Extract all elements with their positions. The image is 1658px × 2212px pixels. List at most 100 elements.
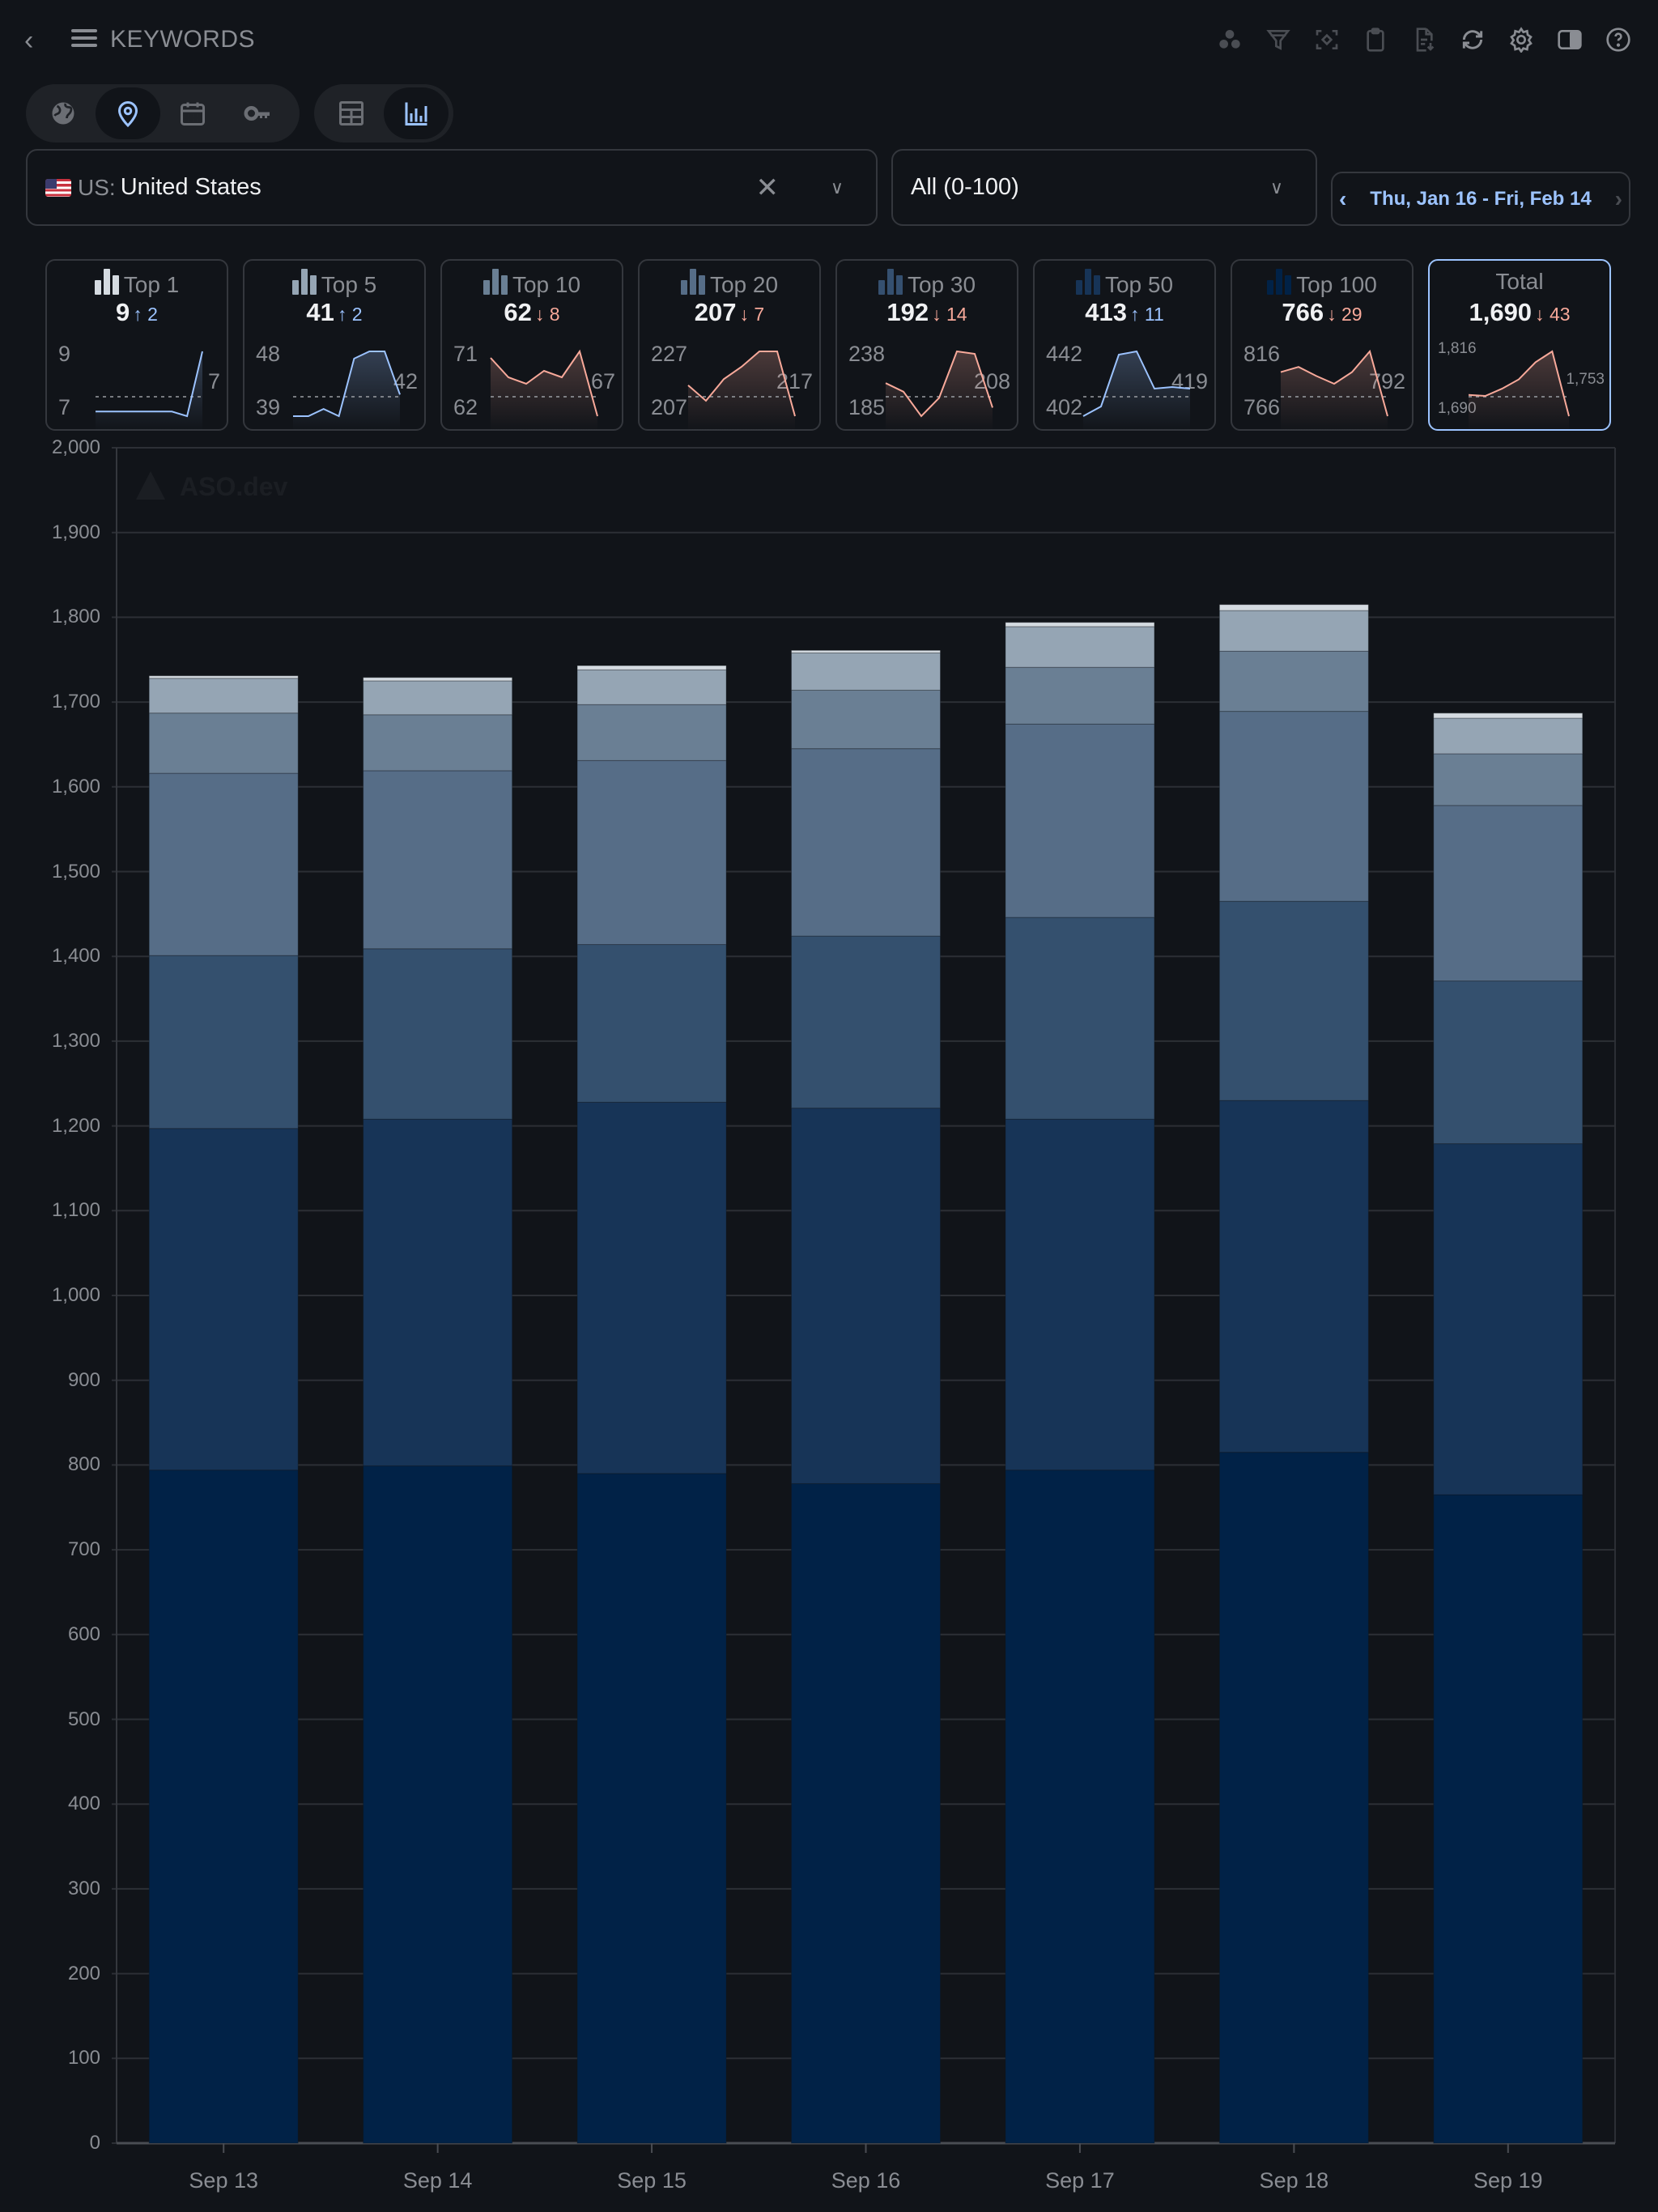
help-icon[interactable] (1603, 24, 1634, 55)
card-value: 9 (116, 298, 130, 326)
arrow-up-icon: ↑ (133, 304, 142, 325)
chevron-down-icon[interactable]: ∨ (1269, 177, 1283, 198)
arrow-down-icon: ↓ (1535, 304, 1545, 325)
card-top-100[interactable]: Top 100 766 ↓ 29 816 766 792 (1231, 259, 1414, 431)
refresh-icon[interactable] (1457, 24, 1488, 55)
y-axis-tick-label: 700 (67, 1538, 100, 1561)
page-title: KEYWORDS (110, 26, 256, 53)
rank-range-select[interactable]: All (0-100) ∨ (891, 149, 1317, 226)
bar-segment (1433, 1143, 1584, 1495)
bar-segment (363, 1118, 513, 1466)
bar-segment (148, 772, 299, 956)
bar-segment (363, 1465, 513, 2144)
table-icon[interactable] (319, 87, 384, 139)
chevron-down-icon[interactable]: ∨ (830, 177, 844, 198)
apps-icon[interactable] (1214, 24, 1245, 55)
bar-segment (791, 649, 941, 653)
sidebar-toggle-icon[interactable] (1554, 24, 1585, 55)
card-title: Total (1430, 269, 1609, 295)
bar-segment (363, 714, 513, 772)
bar-segment (1218, 650, 1369, 713)
bar-segment (576, 704, 727, 761)
menu-icon[interactable] (71, 29, 97, 50)
card-label: Top 1 (123, 272, 180, 297)
export-doc-icon[interactable] (1409, 24, 1439, 55)
bar-segment (1005, 666, 1155, 725)
sparkline (1280, 349, 1388, 431)
y-axis-tick-label: 1,100 (51, 1199, 100, 1222)
delta-value: 11 (1144, 304, 1164, 325)
location-pin-icon[interactable] (96, 87, 160, 139)
settings-icon[interactable] (1506, 24, 1537, 55)
bar-chart-icon[interactable] (384, 87, 449, 139)
next-range-icon[interactable]: › (1614, 185, 1622, 211)
card-top-50[interactable]: Top 50 413 ↑ 11 442 402 419 (1033, 259, 1216, 431)
card-label: Top 20 (709, 272, 779, 297)
bar-segment (1433, 1494, 1584, 2144)
previous-range-icon[interactable]: ‹ (1339, 185, 1347, 211)
spark-max-label: 48 (256, 342, 281, 366)
card-value: 62 (504, 298, 532, 326)
card-top-5[interactable]: Top 5 41 ↑ 2 48 39 42 (243, 259, 426, 431)
sparkline (293, 351, 401, 431)
bar-segment (791, 935, 941, 1109)
card-top-20[interactable]: Top 20 207 ↓ 7 227 207 217 (638, 259, 821, 431)
y-axis-tick-label: 1,200 (51, 1114, 100, 1137)
calendar-icon[interactable] (160, 87, 225, 139)
y-axis-tick-label: 1,700 (51, 691, 100, 713)
delta-value: 29 (1341, 304, 1363, 325)
card-label: Top 10 (512, 272, 581, 297)
globe-icon[interactable] (31, 87, 96, 139)
card-label: Top 100 (1296, 272, 1377, 297)
bar-segment (576, 665, 727, 670)
spark-max-label: 71 (453, 342, 478, 366)
card-value: 413 (1085, 298, 1127, 326)
bar-chart-icon (878, 269, 903, 295)
filter-icon[interactable] (1263, 24, 1294, 55)
spark-last-label: 67 (590, 369, 615, 393)
date-range-picker[interactable]: ‹ Thu, Jan 16 - Fri, Feb 14 › (1331, 172, 1630, 226)
card-top-10[interactable]: Top 10 62 ↓ 8 71 62 67 (440, 259, 623, 431)
y-axis-tick-label: 2,000 (51, 436, 100, 458)
card-delta: ↑ 2 (133, 304, 158, 325)
spark-max-label: 9 (58, 342, 71, 366)
card-delta: ↓ 14 (932, 304, 967, 325)
delta-value: 7 (754, 304, 765, 325)
bar-chart-icon (1075, 269, 1100, 295)
back-button[interactable]: ‹ (24, 25, 34, 56)
bar-segment (576, 669, 727, 705)
x-axis-tick-label: Sep 19 (1473, 2168, 1543, 2193)
card-top-1[interactable]: Top 1 9 ↑ 2 9 7 7 (45, 259, 228, 431)
bar-segment (791, 748, 941, 937)
bar-segment (363, 680, 513, 716)
bar-segment (148, 1470, 299, 2144)
y-axis-tick-label: 100 (67, 2047, 100, 2069)
country-name: United States (120, 174, 261, 200)
y-axis-tick-label: 1,600 (51, 775, 100, 798)
spark-min-label: 766 (1244, 395, 1281, 419)
clipboard-icon[interactable] (1360, 24, 1391, 55)
card-top-30[interactable]: Top 30 192 ↓ 14 238 185 208 (835, 259, 1018, 431)
bar-segment (1005, 622, 1155, 627)
clear-icon[interactable]: ✕ (755, 172, 780, 203)
bar-segment (1218, 610, 1369, 652)
y-axis-tick-label: 600 (67, 1623, 100, 1645)
card-title: Top 100 (1232, 269, 1412, 298)
country-select[interactable]: US: United States ✕ ∨ (26, 149, 878, 226)
card-label: Total (1495, 269, 1544, 294)
bar-chart-icon (291, 269, 317, 295)
x-axis-tick-label: Sep 13 (189, 2168, 258, 2193)
card-value: 766 (1282, 298, 1324, 326)
arrow-down-icon: ↓ (932, 304, 942, 325)
bar-segment (576, 1101, 727, 1474)
card-value-row: 413 ↑ 11 (1035, 298, 1214, 327)
bar-chart-icon (94, 269, 119, 295)
card-label: Top 50 (1104, 272, 1174, 297)
spark-min-label: 39 (256, 395, 281, 419)
focus-icon[interactable] (1312, 24, 1342, 55)
card-title: Top 1 (47, 269, 227, 298)
bar-segment (1218, 604, 1369, 611)
card-total[interactable]: Total 1,690 ↓ 43 1,816 1,690 1,753 (1428, 259, 1611, 431)
arrow-up-icon: ↑ (337, 304, 347, 325)
key-icon[interactable] (225, 87, 290, 139)
